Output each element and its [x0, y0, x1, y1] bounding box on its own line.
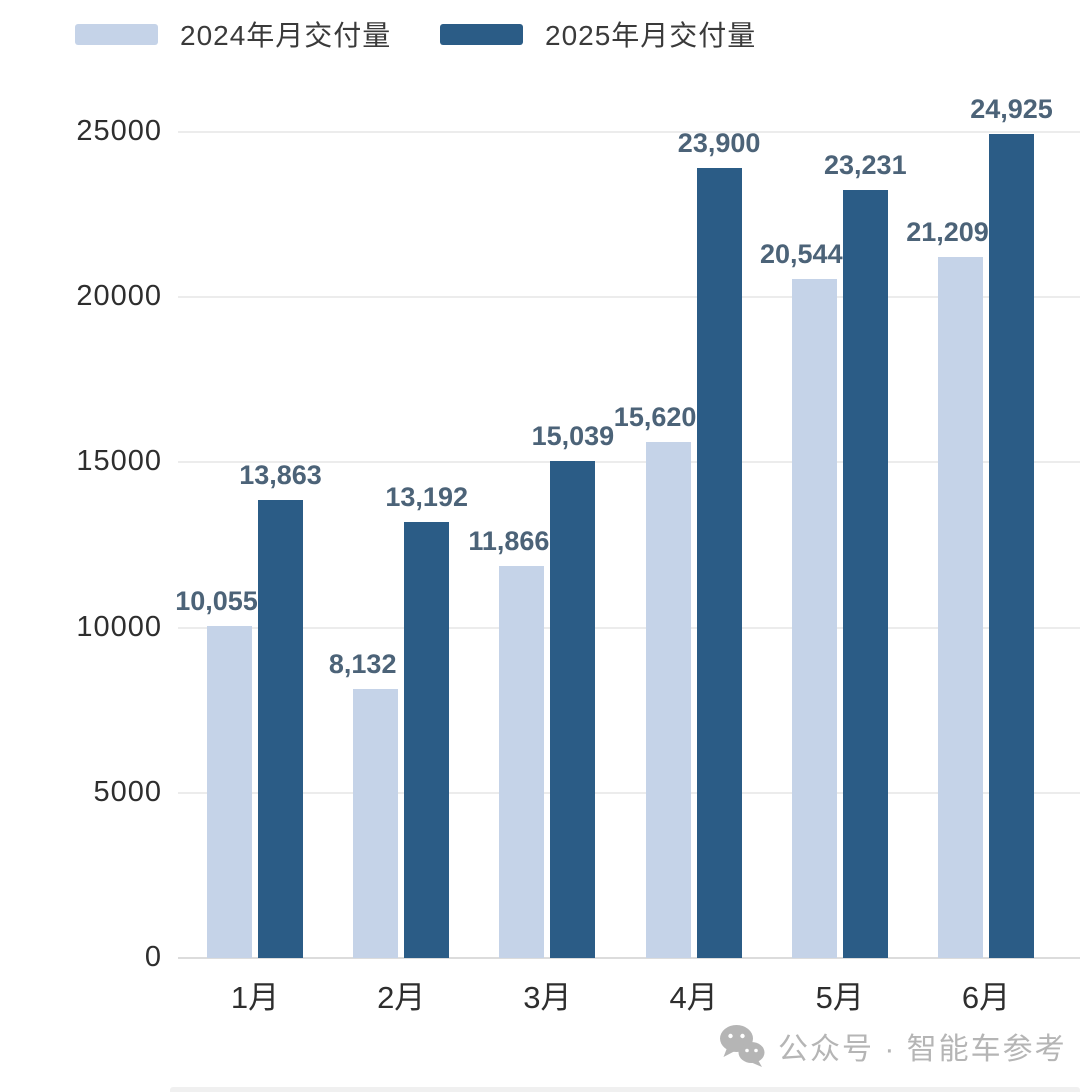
bar-2024年月交付量-1月: [207, 625, 252, 958]
gridline-15000: [178, 461, 1080, 464]
bar-value-label: 11,866: [468, 525, 550, 556]
x-axis-month-label: 1月: [230, 980, 280, 1015]
bar-2024年月交付量-4月: [645, 441, 691, 958]
x-axis-month-label: 6月: [961, 980, 1011, 1015]
y-axis-tick-label: 10000: [76, 610, 162, 643]
y-axis-tick-label: 5000: [93, 775, 162, 808]
y-axis-tick-label: 15000: [76, 445, 162, 478]
bar-2025年月交付量-1月: [258, 499, 303, 958]
watermark: 公众号 · 智能车参考: [718, 1024, 1067, 1068]
y-axis-tick-label: 20000: [76, 280, 162, 313]
bar-value-label: 23,900: [677, 128, 761, 159]
bar-2025年月交付量-3月: [550, 461, 596, 958]
legend-item-2025: 2025年月交付量: [440, 14, 756, 54]
y-axis-tick-label: 0: [144, 941, 162, 973]
legend-swatch-2025: [440, 23, 523, 45]
x-axis-month-label: 5月: [815, 980, 864, 1015]
bar-value-label: 23,231: [824, 150, 907, 181]
bar-value-label: 8,132: [328, 649, 397, 680]
bar-2025年月交付量-4月: [696, 168, 742, 958]
bar-value-label: 15,039: [531, 421, 615, 452]
wechat-icon: [718, 1024, 766, 1068]
gridline-25000: [178, 131, 1080, 133]
gridline-20000: [178, 296, 1080, 299]
bar-value-label: 10,055: [175, 585, 258, 616]
y-axis-tick-label: 25000: [76, 115, 162, 147]
x-axis-month-label: 4月: [669, 980, 718, 1015]
bottom-cutoff-strip: [170, 1087, 1080, 1092]
bar-2024年月交付量-5月: [791, 279, 837, 958]
gridline-0: [178, 957, 1080, 959]
bar-value-label: 13,192: [385, 482, 468, 513]
bar-value-label: 24,925: [970, 94, 1053, 125]
bar-2024年月交付量-6月: [938, 257, 983, 958]
bar-2024年月交付量-3月: [499, 565, 545, 958]
bar-value-label: 20,544: [760, 239, 843, 270]
bar-2025年月交付量-5月: [842, 190, 888, 958]
bar-value-label: 15,620: [613, 401, 697, 432]
bar-2024年月交付量-2月: [353, 689, 399, 958]
bar-2025年月交付量-6月: [989, 134, 1034, 958]
legend-label-2024: 2024年月交付量: [180, 20, 392, 51]
bar-value-label: 13,863: [239, 459, 322, 490]
gridline-10000: [178, 626, 1080, 629]
legend-swatch-2024: [75, 23, 158, 45]
x-axis-month-label: 2月: [377, 980, 426, 1015]
gridline-5000: [178, 791, 1080, 794]
bar-2025年月交付量-2月: [404, 522, 450, 958]
legend-label-2025: 2025年月交付量: [545, 20, 757, 51]
x-axis-month-label: 3月: [523, 980, 572, 1015]
bar-value-label: 21,209: [906, 217, 989, 248]
watermark-text: 公众号 · 智能车参考: [778, 1033, 1067, 1066]
legend-item-2024: 2024年月交付量: [75, 14, 391, 54]
